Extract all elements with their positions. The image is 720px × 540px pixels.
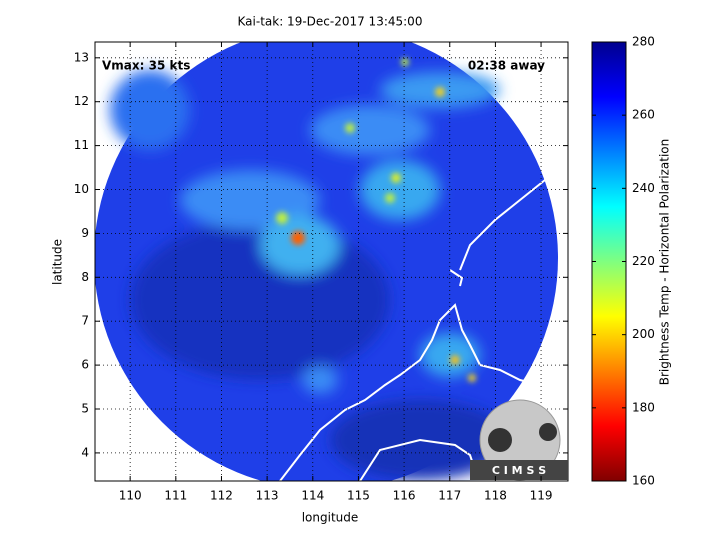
x-tick-label: 113 [256,489,279,503]
x-tick-label: 112 [210,489,233,503]
colorbar-tick-label: 220 [632,254,655,268]
coastline [279,144,568,481]
x-tick-label: 114 [301,489,324,503]
x-tick-label: 110 [119,489,142,503]
y-tick-label: 13 [74,50,89,64]
y-tick-label: 7 [81,314,89,328]
colorbar-tick-label: 240 [632,181,655,195]
grid [95,42,568,481]
chart-title: Kai-tak: 19-Dec-2017 13:45:00 [238,15,423,29]
x-tick-label: 119 [530,489,553,503]
colorbar-label: Brightness Temp - Horizontal Polarizatio… [658,139,672,386]
y-axis-label: latitude [51,239,65,285]
colorbar-tick-label: 160 [632,474,655,488]
x-tick-label: 117 [438,489,461,503]
x-axis-label: longitude [302,511,359,525]
y-tick-label: 11 [74,138,89,152]
field [110,70,510,480]
swath [95,42,568,481]
colorbar-tick-label: 180 [632,400,655,414]
plot-frame [94,41,569,482]
y-tick-label: 4 [81,445,89,459]
colorbar-tick-label: 280 [632,35,655,49]
annotation: 02:38 away [468,59,545,73]
hot-spots [276,58,476,382]
logo: C I M S S [470,399,568,481]
x-tick-label: 116 [393,489,416,503]
y-tick-label: 5 [81,402,89,416]
y-tick-label: 8 [81,270,89,284]
y-tick-label: 10 [74,182,89,196]
x-tick-label: 118 [484,489,507,503]
colorbar-tick-label: 200 [632,327,655,341]
y-tick-label: 12 [74,94,89,108]
x-tick-label: 115 [347,489,370,503]
y-tick-label: 9 [81,226,89,240]
logo-text: C I M S S [492,464,546,477]
y-tick-label: 6 [81,358,89,372]
x-tick-label: 111 [164,489,187,503]
colorbar-tick-label: 260 [632,108,655,122]
colorbar [591,41,627,482]
annotation: Vmax: 35 kts [102,59,190,73]
